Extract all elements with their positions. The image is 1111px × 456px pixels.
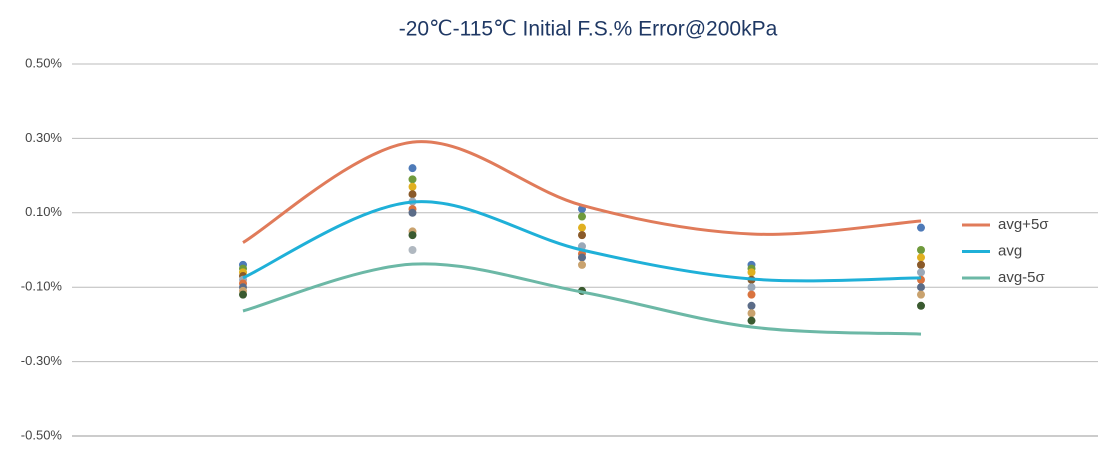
sample-dot — [917, 223, 925, 232]
sample-dot — [747, 283, 756, 292]
sample-dot — [408, 175, 417, 184]
sample-dot — [747, 301, 756, 310]
sample-dot — [747, 268, 756, 277]
sample-dot — [917, 253, 925, 262]
sample-dot — [408, 231, 417, 240]
sample-dot — [578, 212, 586, 221]
sample-dot — [239, 290, 247, 299]
sample-dot — [578, 253, 586, 262]
sample-dot — [747, 309, 756, 318]
series-line — [242, 262, 922, 336]
sample-dot — [917, 290, 925, 299]
sample-dot — [747, 290, 756, 299]
legend-label: avg — [998, 242, 1022, 259]
y-tick-label: 0.30% — [25, 130, 62, 145]
sample-dot — [408, 246, 417, 254]
sample-dot — [917, 260, 925, 269]
y-tick-label: -0.50% — [21, 427, 63, 442]
y-tick-label: -0.30% — [21, 353, 63, 368]
legend-label: avg+5σ — [998, 216, 1049, 233]
sample-dot — [917, 246, 925, 254]
sample-dot — [408, 164, 417, 173]
y-tick-label: 0.50% — [25, 55, 62, 70]
sample-dot — [917, 301, 925, 310]
sample-dot — [408, 190, 417, 199]
sample-dot — [408, 182, 417, 191]
sample-dot — [578, 223, 586, 232]
legend-label: avg-5σ — [998, 269, 1046, 286]
sample-dot — [917, 268, 925, 277]
sample-dot — [917, 283, 925, 292]
sample-dot — [408, 208, 417, 217]
sample-dot — [578, 260, 586, 269]
sample-dot — [747, 316, 756, 325]
y-tick-label: -0.10% — [21, 279, 63, 294]
series-line — [242, 140, 922, 244]
series-line — [242, 200, 922, 283]
sample-dot — [578, 231, 586, 240]
y-tick-label: 0.10% — [25, 204, 62, 219]
chart-title: -20℃-115℃ Initial F.S.% Error@200kPa — [399, 18, 778, 41]
